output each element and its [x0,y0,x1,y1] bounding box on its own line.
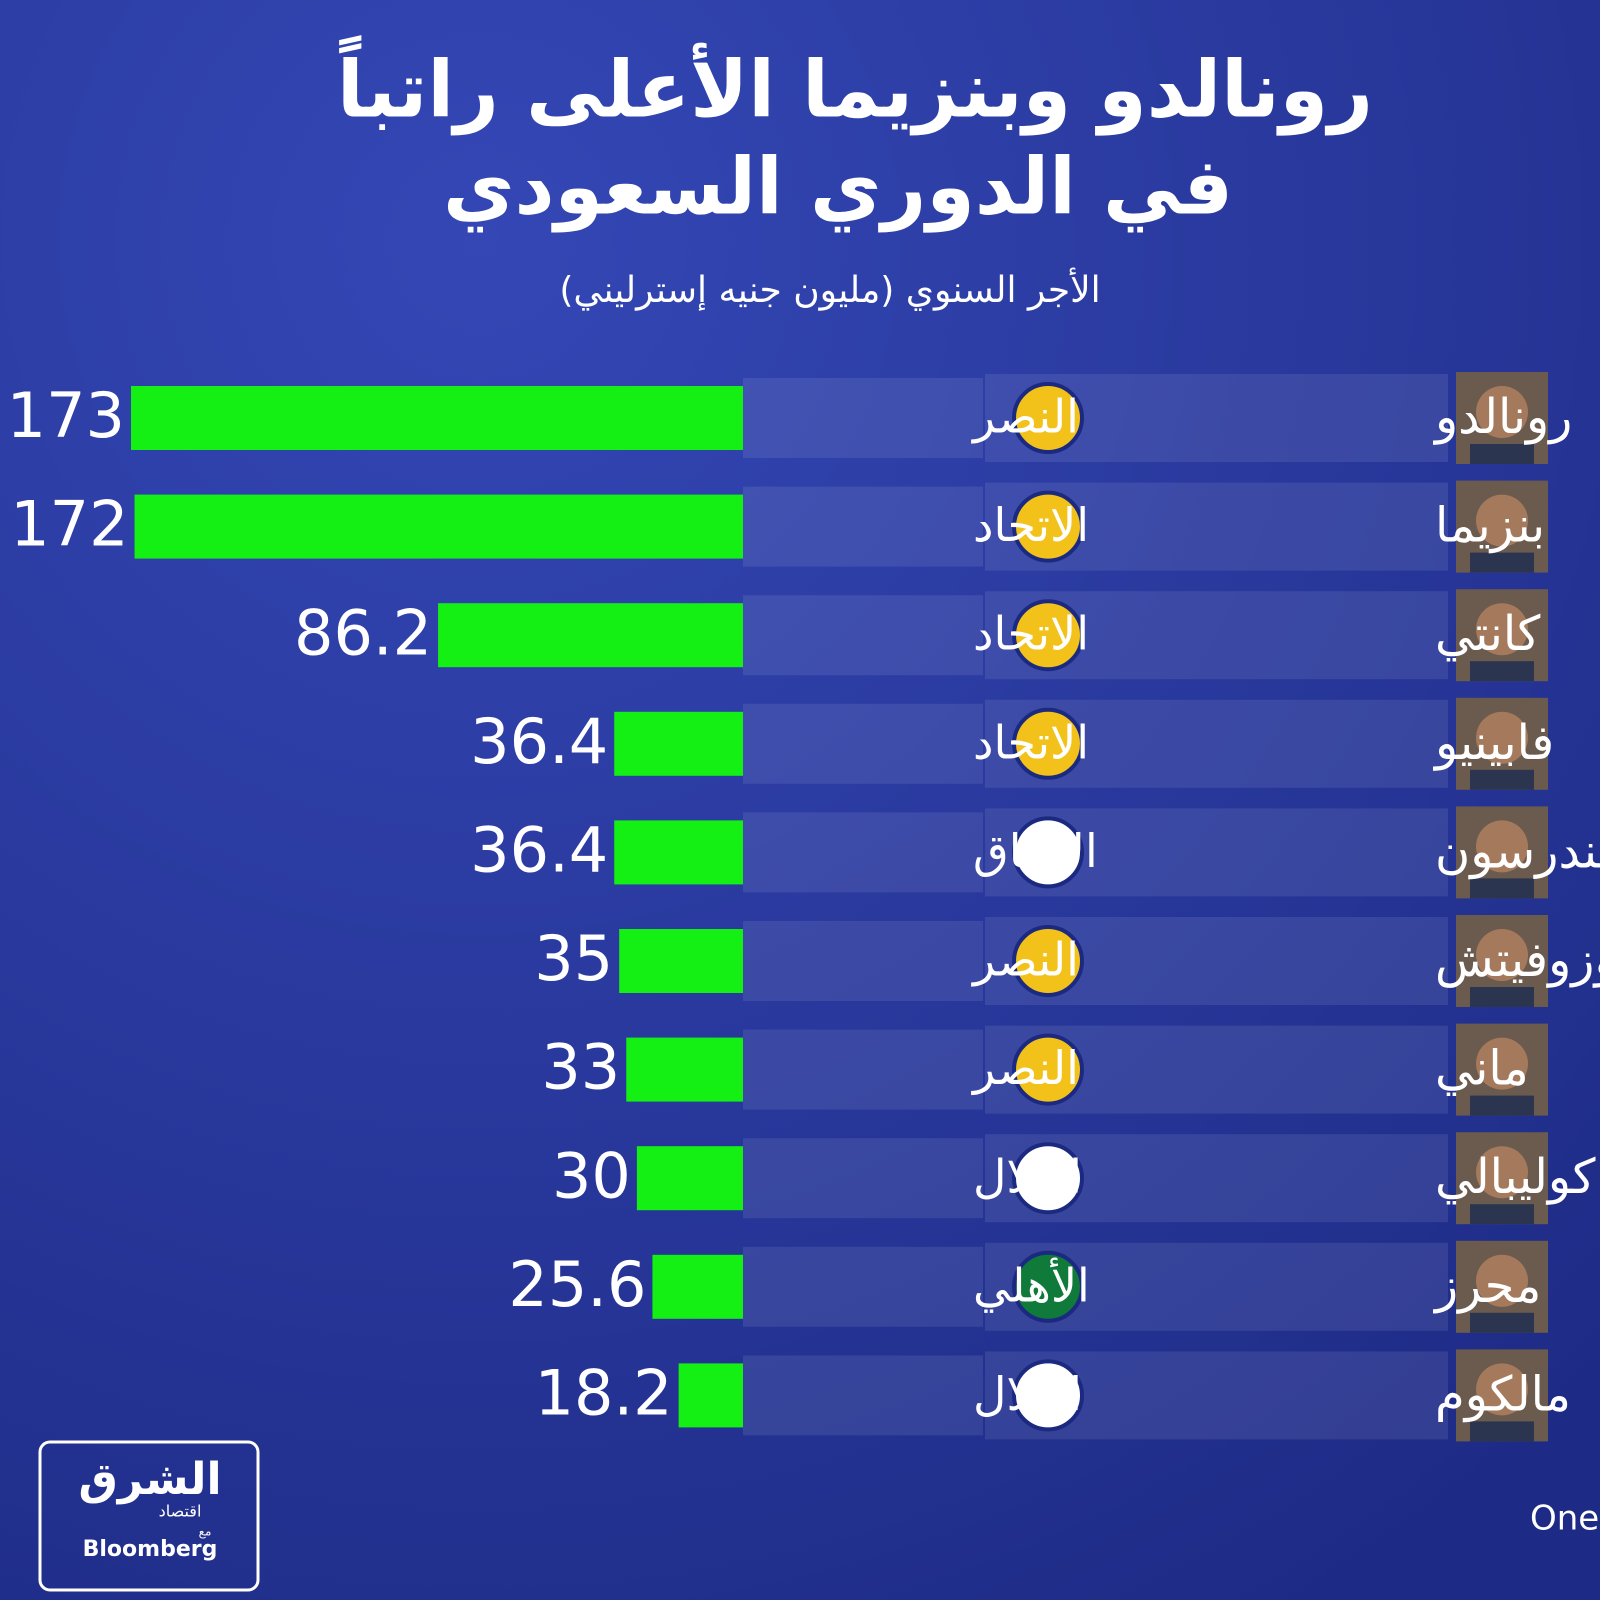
bar [614,820,743,885]
club-logo [1012,816,1084,889]
value-label: 36.4 [470,813,608,886]
club-name: الهلال [973,1150,1082,1204]
bar [619,929,743,993]
brand-with: مع [199,1525,212,1539]
row-panel [743,378,983,458]
value-label: 35 [534,922,613,995]
club-name: الهلال [973,1367,1082,1421]
title-line: رونالدو وبنزيما الأعلى راتباً [337,34,1373,135]
club-name: النصر [971,1041,1079,1096]
player-face [1476,929,1528,981]
source: المصادر: Onefootball , lequipe ,Sky spor… [1530,1499,1600,1539]
value-label: 33 [541,1031,620,1104]
brand-partner: Bloomberg [83,1537,218,1562]
player-name: مالكوم [1435,1366,1571,1422]
player-name: رونالدو [1433,389,1572,445]
brand-frame [38,1440,260,1592]
value-label: 86.2 [294,596,432,669]
value-label: 172 [10,488,128,561]
value-label: 36.4 [470,705,608,778]
row-panel [743,1138,983,1219]
player-face [1476,711,1528,764]
subtitle: الأجر السنوي (مليون جنيه إسترليني) [559,267,1100,311]
value-label: 30 [552,1139,631,1212]
player-face [1476,1037,1528,1090]
player-name: بروزوفيتش [1435,932,1600,988]
row-panel [743,486,983,567]
player-shirt [1470,552,1534,573]
bar [438,603,743,668]
player-face [1476,1146,1528,1199]
row-panel [743,703,983,784]
bar [626,1037,743,1102]
player-name: هندرسون [1435,823,1600,879]
bar [652,1254,743,1319]
brand-logo: الشرق اقتصاد مع Bloomberg [38,1440,260,1592]
value-label: 18.2 [535,1356,673,1429]
bar [134,494,743,559]
bar [614,711,743,776]
player-shirt [1470,1095,1534,1116]
row-panel [743,595,983,676]
player-face [1476,494,1528,547]
player-name: كانتي [1435,606,1540,662]
title-line: في الدوري السعودي [443,142,1233,232]
club-logo [1012,1142,1084,1215]
club-logo [1012,1250,1084,1323]
value-label: 25.6 [508,1248,646,1321]
player-face [1476,603,1528,656]
row-panel [743,1355,983,1436]
player-shirt [1470,878,1534,899]
player-face [1476,1363,1528,1416]
club-name: الاتحاد [973,715,1089,769]
club-name: النصر [971,390,1079,445]
club-name: الاتفاق [973,824,1098,878]
player-name: محرز [1433,1258,1541,1314]
club-name: الأهلي [973,1256,1090,1313]
player-face [1476,386,1528,438]
player-name: كوليبالي [1435,1149,1596,1205]
row-panel [743,1246,983,1327]
player-shirt [1470,769,1534,790]
bar [131,386,743,450]
player-name: بنزيما [1435,498,1545,554]
club-logo [1012,707,1084,780]
club-logo [1012,490,1084,563]
player-shirt [1470,1312,1534,1333]
player-name: فابينيو [1433,715,1554,771]
row-panel [743,921,983,1001]
player-name: ماني [1435,1041,1529,1097]
player-shirt [1470,987,1534,1007]
club-logo [1012,599,1084,672]
club-name: الاتحاد [973,498,1089,552]
brand-sub: اقتصاد [159,1502,202,1521]
bar [636,1146,743,1211]
club-name: الاتحاد [973,607,1089,661]
club-logo [1012,1359,1084,1432]
club-name: النصر [971,933,1079,988]
value-label: 173 [7,379,125,452]
brand-name: الشرق [78,1454,221,1505]
player-shirt [1470,1204,1534,1225]
bar [678,1363,743,1428]
player-shirt [1470,661,1534,682]
player-face [1476,820,1528,873]
club-logo [1012,1033,1084,1106]
player-shirt [1470,1421,1534,1442]
club-logo [1012,925,1084,997]
club-logo [1012,382,1084,454]
row-panel [743,1029,983,1110]
player-shirt [1470,444,1534,464]
player-face [1476,1254,1528,1307]
row-panel [743,812,983,893]
